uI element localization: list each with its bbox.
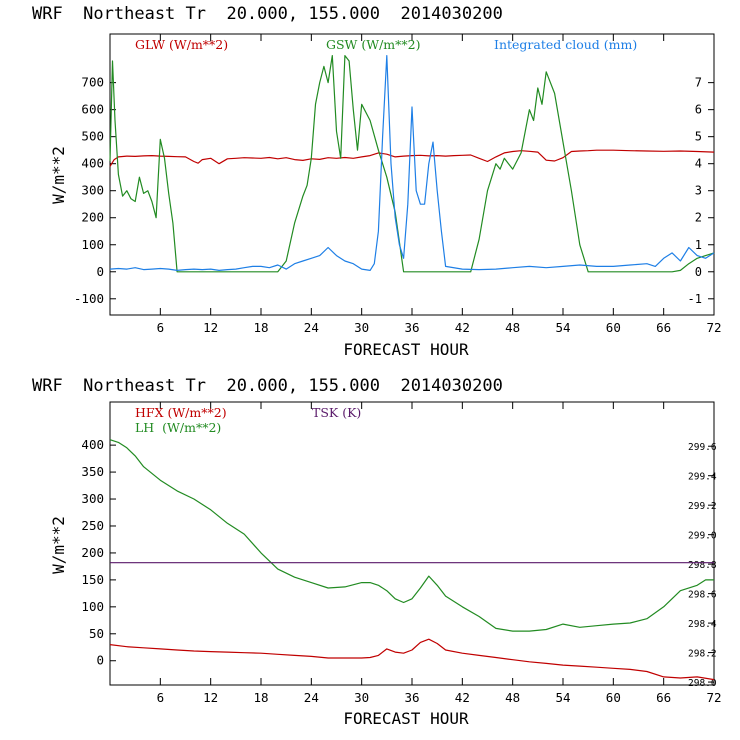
panel-1-plot-frame [109,33,715,316]
panel-2-x-tick-label: 36 [404,690,419,705]
panel-2-x-tick-label: 66 [656,690,671,705]
panel-1-series-gsw [109,54,715,273]
panel-2-series-hfx [109,638,715,681]
panel-2-y-tick-label: 50 [89,626,104,641]
panel-2-y2-axis: 298.0 298.2 298.4 298.6 298.8 299.0 299.2 299.4… [688,442,717,689]
panel-2-y2-tick-label: 299.0 [688,531,717,542]
panel-1-y-tick-label: 200 [81,210,104,225]
panel-1-y2-tick-label: 5 [695,130,702,144]
panel-2-y-tick-label: 100 [81,599,104,614]
panel-2-y-tick-label: 350 [81,464,104,479]
panel-2-x-tick-label: 18 [253,690,268,705]
panel-2-x-tick-label: 42 [455,690,470,705]
panel-2-x-tick-label: 24 [304,690,319,705]
panel-2-x-tick-label: 30 [354,690,369,705]
panel-2-y2-tick-label: 298.4 [688,619,717,630]
panel-1-y-tick-label: 400 [81,156,104,171]
panel-1-y-tick-label: 700 [81,75,104,90]
panel-1-x-tick-label: 24 [304,320,319,335]
panel-2-y-tick-label: 250 [81,518,104,533]
panel-1-x-axis: 6 12 18 24 30 36 42 48 54 60 66 72 [157,34,722,335]
panel-1-x-tick-label: 12 [203,320,218,335]
panel-2-x-tick-label: 72 [706,690,721,705]
panel-2-y-tick-label: 150 [81,572,104,587]
panel-1-x-tick-label: 60 [606,320,621,335]
panel-2-x-tick-label: 54 [555,690,570,705]
panel-1-y-tick-label: 500 [81,129,104,144]
panel-1-y-tick-label: 0 [96,264,104,279]
panel-2-y-tick-label: 0 [96,653,104,668]
panel-2-y-axis-label: W/m**2 [49,516,68,574]
panel-1-y2-tick-label: 1 [695,238,702,252]
panel-1-x-tick-label: 54 [555,320,570,335]
panel-2-y2-tick-label: 298.6 [688,590,717,601]
panel-1-x-tick-label: 66 [656,320,671,335]
panel-2-legend-tsk: TSK (K) [312,405,361,420]
panel-1-y2-axis: -1 0 1 2 3 4 5 6 7 [688,76,714,306]
panel-2-y2-tick-label: 299.6 [688,442,717,453]
panel-2-y2-tick-label: 298.2 [688,649,717,660]
panel-1-y2-tick-label: 2 [695,211,702,225]
panel-1-x-tick-label: 18 [253,320,268,335]
panel-2: WRF Northeast Tr 20.000, 155.000 2014030… [32,376,722,728]
panel-1-y2-tick-label: 3 [695,184,702,198]
panel-2-legend-hfx: HFX (W/m**2) [135,405,227,420]
panel-2-y-tick-label: 200 [81,545,104,560]
panel-2-x-tick-label: 6 [157,690,165,705]
panel-1-title: WRF Northeast Tr 20.000, 155.000 2014030… [32,4,503,24]
panel-1-x-tick-label: 72 [706,320,721,335]
panel-2-x-axis: 6 12 18 24 30 36 42 48 54 60 66 72 [157,402,722,705]
panel-2-x-tick-label: 60 [606,690,621,705]
panel-1-y2-tick-label: 4 [695,157,702,171]
panel-2-y-axis: 0 50 100 150 200 250 300 350 400 [81,437,116,668]
panel-2-title: WRF Northeast Tr 20.000, 155.000 2014030… [32,376,503,396]
panel-1-y2-tick-label: 0 [695,265,702,279]
panel-2-plot-frame [109,401,715,686]
panel-2-y2-tick-label: 298.0 [688,678,717,689]
panel-1-legend-glw: GLW (W/m**2) [135,37,228,52]
panel-2-y-tick-label: 300 [81,491,104,506]
panel-1-y-axis-label: W/m**2 [49,146,68,204]
panel-2-series-lh [109,439,714,632]
panel-2-y2-tick-label: 298.8 [688,560,717,571]
panel-1-x-tick-label: 48 [505,320,520,335]
panel-2-x-axis-label: FORECAST HOUR [343,709,469,728]
panel-2-x-tick-label: 12 [203,690,218,705]
panel-1-y-tick-label: 300 [81,183,104,198]
panel-2-y2-tick-label: 299.4 [688,472,717,483]
panel-1-series [109,54,715,273]
panel-1-y-tick-label: 100 [81,237,104,252]
panel-1: WRF Northeast Tr 20.000, 155.000 2014030… [32,4,722,359]
panel-2-legend-lh: LH (W/m**2) [135,420,221,435]
panel-2-y-tick-label: 400 [81,437,104,452]
panel-1-y-tick-label: -100 [74,291,104,306]
panel-1-x-tick-label: 30 [354,320,369,335]
panel-1-series-integrated [109,54,715,271]
panel-1-x-tick-label: 6 [157,320,165,335]
panel-1-legend-gsw: GSW (W/m**2) [326,37,421,52]
panel-1-legend-cloud: Integrated cloud (mm) [494,37,637,52]
panel-2-series [109,439,715,681]
panel-1-x-tick-label: 36 [404,320,419,335]
panel-1-y2-tick-label: 6 [695,103,702,117]
panel-1-y-axis: -100 0 100 200 300 400 500 600 700 [74,75,116,306]
panel-1-y2-tick-label: -1 [688,292,702,306]
panel-2-x-tick-label: 48 [505,690,520,705]
panel-1-x-tick-label: 42 [455,320,470,335]
panel-1-y-tick-label: 600 [81,102,104,117]
panel-1-series-glw [109,149,715,167]
panel-2-y2-tick-label: 299.2 [688,501,717,512]
panel-1-y2-tick-label: 7 [695,76,702,90]
panel-1-x-axis-label: FORECAST HOUR [343,340,469,359]
